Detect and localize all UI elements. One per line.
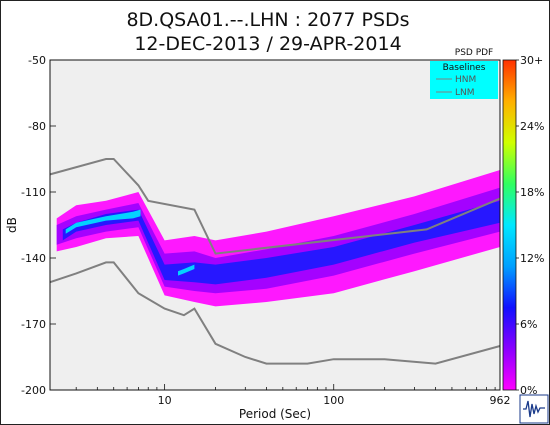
- y-tick-label: -110: [21, 186, 46, 199]
- legend-entry-lnm: LNM: [455, 88, 475, 98]
- plot-border: [49, 59, 501, 391]
- chart-title-line-2: 12-DEC-2013 / 29-APR-2014: [134, 33, 401, 55]
- y-axis-label: dB: [5, 217, 19, 233]
- colorbar-tick-label: 12%: [520, 252, 544, 265]
- x-tick-label: 100: [323, 394, 344, 407]
- x-axis-label: Period (Sec): [239, 407, 311, 421]
- colorbar-tick-label: 6%: [520, 318, 537, 331]
- density-band-peak: [178, 264, 195, 276]
- legend-title: Baselines: [443, 63, 486, 73]
- y-tick-label: -50: [28, 54, 46, 67]
- density-bands: [56, 170, 501, 307]
- x-tick-label: 10: [158, 394, 172, 407]
- legend-entry-hnm: HNM: [455, 75, 476, 85]
- y-tick-label: -170: [21, 318, 46, 331]
- colorbar: [502, 59, 517, 391]
- series-line-lnm: [49, 261, 501, 365]
- station-logo-icon: [519, 394, 549, 424]
- x-tick-label: 962: [490, 394, 511, 407]
- colorbar-tick-label: 24%: [520, 120, 544, 133]
- colorbar-tick-label: 0%: [520, 384, 537, 397]
- colorbar-tick-label: 18%: [520, 186, 544, 199]
- density-band-high: [62, 200, 501, 285]
- y-tick-label: -80: [28, 120, 46, 133]
- y-tick-label: -200: [21, 384, 46, 397]
- colorbar-tick-label: 30+: [520, 54, 543, 67]
- y-axis: -50 -80 -110 -140 -170 -200: [21, 54, 56, 397]
- colorbar-ticks: 30+ 24% 18% 12% 6% 0%: [516, 54, 544, 397]
- y-tick-label: -140: [21, 252, 46, 265]
- colorbar-title: PSD PDF: [455, 48, 493, 58]
- chart-title-line-1: 8D.QSA01.--.LHN : 2077 PSDs: [126, 9, 409, 31]
- density-band-peak: [65, 209, 141, 234]
- noise-model-lines: [49, 158, 501, 365]
- series-line-hnm: [49, 158, 501, 255]
- legend-box: [430, 61, 498, 99]
- x-axis: 10 100 962: [75, 384, 511, 407]
- legend: Baselines HNM LNM: [430, 61, 498, 99]
